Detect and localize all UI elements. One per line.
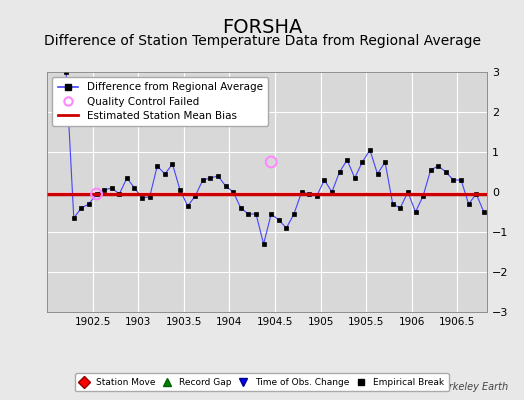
Legend: Difference from Regional Average, Quality Control Failed, Estimated Station Mean: Difference from Regional Average, Qualit… [52,77,268,126]
Text: Berkeley Earth: Berkeley Earth [436,382,508,392]
Y-axis label: Monthly Temperature Anomaly Difference (°C): Monthly Temperature Anomaly Difference (… [522,71,524,313]
Text: FORSHA: FORSHA [222,18,302,37]
Text: Difference of Station Temperature Data from Regional Average: Difference of Station Temperature Data f… [43,34,481,48]
Point [267,159,275,165]
Legend: Station Move, Record Gap, Time of Obs. Change, Empirical Break: Station Move, Record Gap, Time of Obs. C… [75,374,449,392]
Point [92,191,101,197]
